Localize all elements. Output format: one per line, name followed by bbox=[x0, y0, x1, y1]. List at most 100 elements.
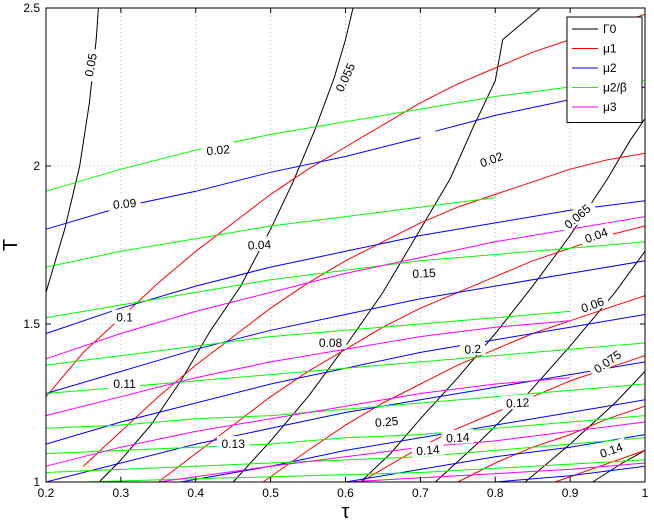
series-line-mu1 bbox=[457, 405, 646, 483]
contour-label: 0.11 bbox=[113, 377, 136, 391]
contour-label: 0.25 bbox=[374, 414, 399, 430]
contour-label-group: 0.1 bbox=[112, 309, 138, 325]
axis-ticks: 0.2 0.3 0.4 0.5 0.6 0.7 0.8 0.9 1 1 1.5 2 2.5 bbox=[23, 1, 648, 500]
contour-label-group: 0.14 bbox=[593, 437, 629, 462]
contour-label-bg bbox=[108, 376, 141, 390]
contour-label: 0.14 bbox=[598, 440, 625, 461]
x-tick-label: 0.2 bbox=[38, 486, 55, 500]
legend-box bbox=[566, 16, 643, 123]
contour-label-bg bbox=[473, 146, 509, 171]
contour-label-group: 0.04 bbox=[243, 236, 276, 253]
contour-label-bg bbox=[574, 292, 610, 317]
legend-label-mu2beta: μ2/β bbox=[603, 81, 627, 95]
legend-label-mu2: μ2 bbox=[603, 61, 617, 75]
series-line-gamma0 bbox=[592, 449, 646, 483]
contour-label: 0.14 bbox=[416, 442, 441, 458]
series-line-mu2 bbox=[45, 361, 646, 483]
x-tick-label: 0.3 bbox=[113, 486, 130, 500]
series-line-mu3 bbox=[345, 462, 646, 483]
contour-label: 0.05 bbox=[82, 52, 100, 78]
series-line-mu2beta bbox=[45, 383, 646, 429]
contour-label-bg bbox=[107, 194, 142, 212]
series-line-mu2beta bbox=[45, 197, 496, 268]
series-line-mu1 bbox=[45, 13, 646, 398]
x-tick-label: 0.7 bbox=[412, 486, 429, 500]
contour-label-group: 0.14 bbox=[441, 428, 475, 445]
contour-label: 0.1 bbox=[116, 311, 133, 325]
contour-label: 0.08 bbox=[319, 336, 343, 350]
contour-label-bg bbox=[330, 56, 360, 98]
contour-label-group: 0.2 bbox=[459, 340, 486, 357]
contour-label-group: 0.11 bbox=[108, 376, 141, 391]
series-line-mu2 bbox=[495, 465, 646, 483]
contour-label: 0.13 bbox=[222, 437, 246, 451]
legend-items: Γ0 μ1 μ2 μ2/β μ3 bbox=[572, 22, 627, 114]
contour-label-group: 0.14 bbox=[411, 441, 445, 458]
contour-label: 0.14 bbox=[446, 430, 470, 445]
contour-label-group: 0.04 bbox=[578, 222, 614, 247]
legend: Γ0 μ1 μ2 μ2/β μ3 bbox=[566, 16, 643, 123]
y-tick-label: 1 bbox=[33, 475, 40, 489]
x-axis-title: τ bbox=[342, 501, 350, 523]
y-tick-label: 1.5 bbox=[23, 317, 40, 331]
contour-label-group: 0.075 bbox=[587, 344, 628, 378]
series-line-mu2 bbox=[45, 260, 646, 394]
contour-label-bg bbox=[587, 344, 628, 378]
y-tick-label: 2 bbox=[33, 159, 40, 173]
x-tick-label: 0.4 bbox=[187, 486, 204, 500]
contour-label: 0.055 bbox=[333, 61, 359, 94]
series-line-mu3 bbox=[45, 216, 646, 360]
contour-label-group: 0.05 bbox=[80, 47, 100, 82]
contour-label: 0.02 bbox=[206, 142, 231, 158]
contour-label-bg bbox=[578, 222, 614, 247]
series-line-mu2beta bbox=[45, 241, 646, 319]
series-line-mu2 bbox=[45, 137, 421, 230]
contour-label-bg bbox=[441, 428, 475, 445]
series-line-gamma0 bbox=[524, 371, 646, 483]
series-line-mu1 bbox=[157, 225, 646, 483]
contour-label: 0.04 bbox=[583, 225, 610, 246]
series-line-gamma0 bbox=[435, 251, 646, 483]
series-line-mu2beta bbox=[45, 310, 571, 366]
contour-label: 0.12 bbox=[506, 395, 530, 410]
contour-label-group: 0.12 bbox=[501, 394, 534, 411]
contour-label-group: 0.15 bbox=[407, 264, 441, 281]
contour-label: 0.15 bbox=[412, 266, 436, 281]
series-line-mu1 bbox=[262, 295, 646, 483]
contour-label-group: 0.02 bbox=[473, 146, 509, 171]
contour-label-bg bbox=[112, 309, 138, 324]
contour-label-bg bbox=[459, 340, 486, 356]
contour-label-bg bbox=[201, 140, 235, 158]
y-tick-label: 2.5 bbox=[23, 1, 40, 15]
contour-label-bg bbox=[243, 236, 276, 252]
series-line-mu2beta bbox=[45, 415, 646, 455]
contour-label: 0.06 bbox=[579, 294, 606, 315]
series-line-gamma0 bbox=[45, 7, 99, 293]
x-tick-label: 0.9 bbox=[562, 486, 579, 500]
contour-label-group: 0.25 bbox=[370, 412, 404, 430]
contour-label-bg bbox=[217, 436, 250, 451]
contour-label: 0.09 bbox=[112, 196, 137, 212]
contour-label-bg bbox=[314, 335, 347, 349]
x-tick-label: 0.8 bbox=[487, 486, 504, 500]
series-line-mu2beta bbox=[45, 437, 646, 473]
contour-label-bg bbox=[593, 437, 629, 462]
series-line-mu3 bbox=[45, 377, 571, 467]
contour-label: 0.02 bbox=[478, 149, 505, 170]
x-tick-label: 0.6 bbox=[337, 486, 354, 500]
contour-label: 0.2 bbox=[464, 342, 482, 357]
contour-label-group: 0.13 bbox=[217, 436, 250, 451]
legend-label-mu3: μ3 bbox=[603, 100, 617, 114]
series-line-mu1 bbox=[554, 449, 646, 483]
contour-label-bg bbox=[501, 394, 534, 410]
series-line-mu2beta bbox=[45, 342, 646, 394]
series-line-mu3 bbox=[45, 320, 571, 417]
legend-label-gamma0: Γ0 bbox=[603, 22, 617, 36]
x-tick-label: 0.5 bbox=[262, 486, 279, 500]
contour-label-group: 0.02 bbox=[201, 140, 235, 158]
y-axis-title: T bbox=[0, 239, 22, 251]
series-line-gamma0 bbox=[232, 7, 541, 483]
series-line-mu2beta bbox=[45, 80, 646, 192]
